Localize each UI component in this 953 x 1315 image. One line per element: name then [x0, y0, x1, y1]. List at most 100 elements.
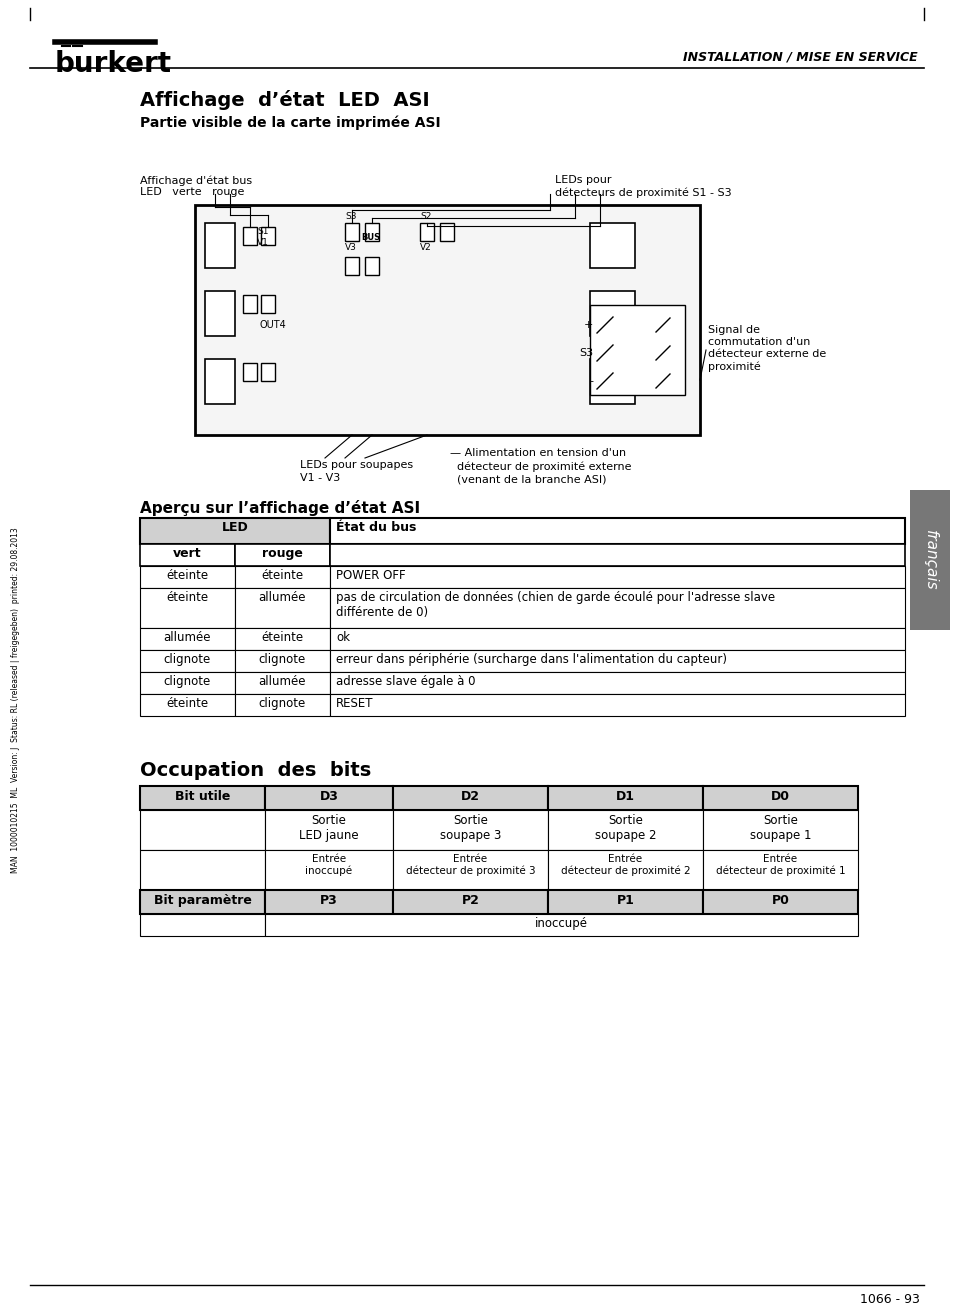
Bar	[419, 224, 434, 241]
Text: éteinte: éteinte	[261, 631, 303, 644]
Circle shape	[652, 343, 672, 363]
Bar	[205, 224, 234, 268]
Text: P0: P0	[771, 894, 789, 907]
Text: S3: S3	[345, 212, 356, 221]
Text: D0: D0	[770, 790, 789, 803]
Text: burkert: burkert	[55, 50, 172, 78]
Text: inoccupé: inoccupé	[535, 917, 587, 930]
Bar	[140, 694, 234, 715]
Bar	[702, 810, 857, 849]
Bar	[589, 359, 635, 404]
Bar	[393, 810, 547, 849]
Bar	[589, 224, 635, 268]
Text: P2: P2	[461, 894, 479, 907]
Text: Entrée
détecteur de proximité 3: Entrée détecteur de proximité 3	[405, 853, 535, 876]
Text: MAN  1000010215  ML  Version: J  Status: RL (released | freigegeben)  printed: 2: MAN 1000010215 ML Version: J Status: RL …	[11, 527, 20, 873]
Text: -: -	[588, 376, 593, 387]
Bar	[547, 786, 702, 810]
Text: Affichage d'état bus: Affichage d'état bus	[140, 175, 252, 185]
Bar	[140, 786, 265, 810]
Bar	[330, 544, 904, 565]
Bar	[194, 205, 700, 435]
Text: pas de circulation de données (chien de garde écoulé pour l'adresse slave
différ: pas de circulation de données (chien de …	[335, 590, 774, 619]
Bar	[439, 224, 454, 241]
Text: S1: S1	[256, 227, 268, 235]
Bar	[365, 224, 378, 241]
Text: allumée: allumée	[258, 675, 306, 688]
Text: État du bus: État du bus	[335, 521, 416, 534]
Text: S3: S3	[578, 348, 593, 358]
Text: Sortie
soupape 3: Sortie soupape 3	[439, 814, 500, 842]
Text: clignote: clignote	[164, 654, 211, 665]
Bar	[330, 565, 904, 588]
Text: Bit paramètre: Bit paramètre	[153, 894, 252, 907]
Bar	[265, 849, 393, 890]
Bar	[261, 227, 274, 245]
Bar	[140, 544, 234, 565]
Bar	[234, 544, 330, 565]
Text: D1: D1	[616, 790, 635, 803]
Text: Sortie
LED jaune: Sortie LED jaune	[299, 814, 358, 842]
Bar	[205, 291, 234, 337]
Text: +: +	[583, 320, 593, 330]
Circle shape	[652, 316, 672, 335]
Text: LED   verte   rouge: LED verte rouge	[140, 187, 244, 197]
Circle shape	[620, 370, 644, 393]
Bar	[243, 363, 256, 381]
Text: LEDs pour soupapes: LEDs pour soupapes	[299, 460, 413, 469]
Text: Entrée
détecteur de proximité 2: Entrée détecteur de proximité 2	[560, 853, 690, 876]
Bar	[265, 810, 393, 849]
Text: allumée: allumée	[258, 590, 306, 604]
Text: — Alimentation en tension d'un: — Alimentation en tension d'un	[450, 448, 625, 458]
Bar	[330, 588, 904, 629]
Bar	[547, 810, 702, 849]
Text: Entrée
détecteur de proximité 1: Entrée détecteur de proximité 1	[715, 853, 844, 876]
Bar	[330, 672, 904, 694]
Bar	[243, 295, 256, 313]
Text: clignote: clignote	[258, 654, 306, 665]
Text: allumée: allumée	[164, 631, 211, 644]
Text: français: français	[922, 530, 937, 590]
Bar	[702, 786, 857, 810]
Text: adresse slave égale à 0: adresse slave égale à 0	[335, 675, 475, 688]
Text: Sortie
soupape 1: Sortie soupape 1	[749, 814, 810, 842]
Text: Bit utile: Bit utile	[174, 790, 230, 803]
Bar	[140, 890, 265, 914]
Text: Aperçu sur l’affichage d’état ASI: Aperçu sur l’affichage d’état ASI	[140, 500, 419, 515]
Text: détecteurs de proximité S1 - S3: détecteurs de proximité S1 - S3	[555, 187, 731, 197]
Bar	[140, 650, 234, 672]
Bar	[265, 890, 393, 914]
Text: V1: V1	[256, 238, 269, 247]
Text: OUT4: OUT4	[260, 320, 287, 330]
Text: Affichage  d’état  LED  ASI: Affichage d’état LED ASI	[140, 89, 429, 110]
Bar	[330, 694, 904, 715]
Text: détecteur de proximité externe: détecteur de proximité externe	[450, 462, 631, 472]
Text: V3: V3	[345, 243, 356, 252]
Bar	[345, 256, 358, 275]
Text: V1 - V3: V1 - V3	[299, 473, 340, 483]
Bar	[243, 227, 256, 245]
Text: RESET: RESET	[335, 697, 374, 710]
Bar	[234, 629, 330, 650]
Bar	[261, 363, 274, 381]
Text: (venant de la branche ASI): (venant de la branche ASI)	[450, 473, 606, 484]
Bar	[234, 694, 330, 715]
Text: S2: S2	[419, 212, 431, 221]
Bar	[330, 629, 904, 650]
Text: Signal de: Signal de	[707, 325, 760, 335]
Bar	[234, 588, 330, 629]
Text: BUS: BUS	[360, 233, 379, 242]
Bar	[547, 890, 702, 914]
Circle shape	[620, 313, 644, 337]
Text: proximité: proximité	[707, 362, 760, 372]
Text: Partie visible de la carte imprimée ASI: Partie visible de la carte imprimée ASI	[140, 114, 440, 129]
Text: Occupation  des  bits: Occupation des bits	[140, 761, 371, 780]
Bar	[234, 672, 330, 694]
Bar	[330, 650, 904, 672]
Bar	[330, 518, 904, 544]
Bar	[345, 224, 358, 241]
Text: éteinte: éteinte	[261, 569, 303, 583]
Bar	[234, 565, 330, 588]
Text: LEDs pour: LEDs pour	[555, 175, 611, 185]
Bar	[909, 490, 949, 630]
